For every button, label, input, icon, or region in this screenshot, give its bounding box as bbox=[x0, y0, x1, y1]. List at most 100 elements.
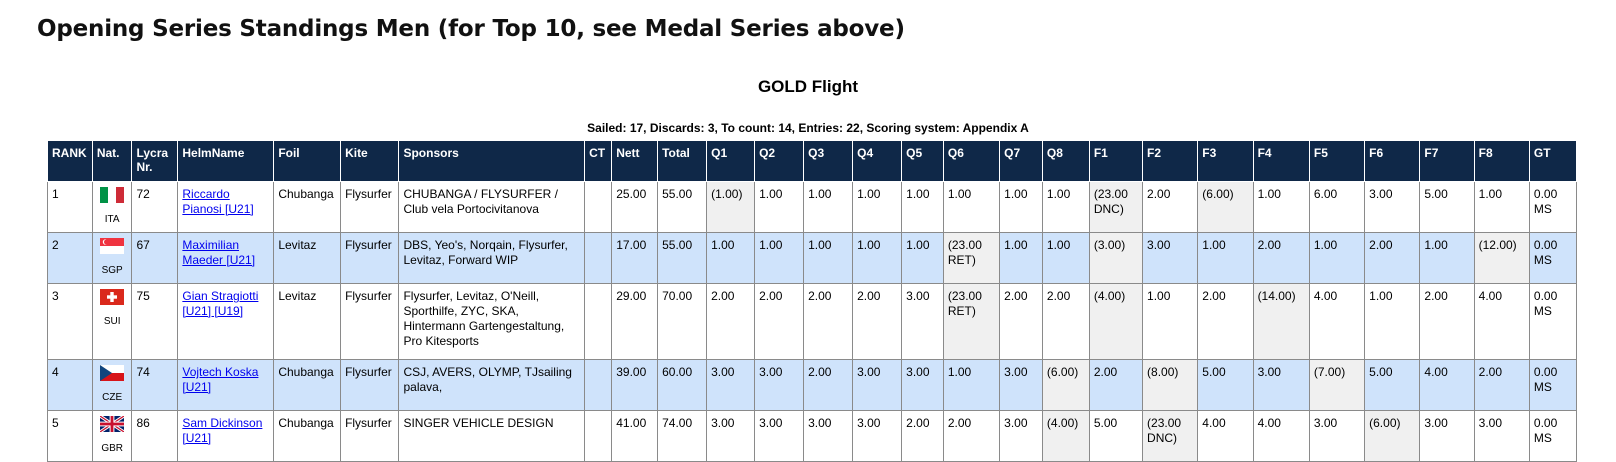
race-score-cell: 2.00 bbox=[942, 410, 1001, 462]
column-header-f8: F8 bbox=[1473, 140, 1530, 182]
race-score-cell: 4.00 bbox=[1473, 283, 1530, 360]
race-score-cell: 2.00 bbox=[1473, 359, 1530, 411]
column-header-nett: Nett bbox=[611, 140, 659, 182]
race-score-cell: 3.00 bbox=[1142, 232, 1199, 284]
gt-cell: 0.00 MS bbox=[1528, 410, 1578, 462]
singapore-flag-icon bbox=[99, 238, 125, 256]
italy-flag-icon bbox=[99, 187, 125, 205]
race-score-cell: 1.00 bbox=[1041, 232, 1090, 284]
race-score-cell: 1.00 bbox=[999, 232, 1043, 284]
nation-code: SUI bbox=[103, 316, 121, 327]
helm-name-link[interactable]: Gian Stragiotti [U21] [U19] bbox=[182, 289, 259, 318]
helm-name-link[interactable]: Sam Dickinson [U21] bbox=[182, 416, 263, 445]
table-row: 4 CZE 74 Vojtech Koska [U21] Chubanga Flysurf… bbox=[47, 359, 1578, 411]
table-row: 5 GBR 86 Sam Dickinson [U21] Chubanga Flysurf… bbox=[47, 410, 1578, 462]
race-score-cell: 2.00 bbox=[1041, 283, 1090, 360]
switzerland-flag-icon bbox=[99, 289, 125, 307]
helm-name-link[interactable]: Riccardo Pianosi [U21] bbox=[182, 187, 254, 216]
race-score-cell: 3.00 bbox=[754, 359, 805, 411]
helm-name-cell: Riccardo Pianosi [U21] bbox=[177, 181, 275, 233]
helm-name-cell: Vojtech Koska [U21] bbox=[177, 359, 275, 411]
race-score-cell: (6.00) bbox=[1041, 359, 1090, 411]
lycra-number-cell: 86 bbox=[131, 410, 179, 462]
race-score-cell: 1.00 bbox=[1419, 232, 1475, 284]
race-score-cell: 3.00 bbox=[706, 410, 756, 462]
race-score-cell: 1.00 bbox=[1364, 283, 1421, 360]
nett-cell: 41.00 bbox=[611, 410, 659, 462]
race-score-cell: 1.00 bbox=[852, 232, 903, 284]
race-score-cell: 2.00 bbox=[803, 359, 854, 411]
nation-cell: GBR bbox=[91, 410, 133, 462]
nation-cell: ITA bbox=[91, 181, 133, 233]
race-score-cell: 2.00 bbox=[1088, 359, 1144, 411]
column-header-nat: Nat. bbox=[91, 140, 133, 182]
race-score-cell: 3.00 bbox=[1364, 181, 1421, 233]
race-score-cell: 2.00 bbox=[1364, 232, 1421, 284]
race-score-cell: 3.00 bbox=[852, 359, 903, 411]
total-cell: 74.00 bbox=[657, 410, 708, 462]
kite-cell: Flysurfer bbox=[340, 283, 400, 360]
sponsors-cell: CHUBANGA / FLYSURFER / Club vela Portoci… bbox=[398, 181, 586, 233]
race-score-cell: 1.00 bbox=[754, 181, 805, 233]
race-score-cell: 1.00 bbox=[942, 359, 1001, 411]
helm-name-link[interactable]: Vojtech Koska [U21] bbox=[182, 365, 259, 394]
nation-cell: CZE bbox=[91, 359, 133, 411]
race-score-cell: 6.00 bbox=[1308, 181, 1366, 233]
gt-cell: 0.00 MS bbox=[1528, 181, 1578, 233]
column-header-q3: Q3 bbox=[803, 140, 854, 182]
foil-cell: Levitaz bbox=[273, 232, 342, 284]
rank-cell: 5 bbox=[47, 410, 93, 462]
column-header-f3: F3 bbox=[1197, 140, 1254, 182]
race-score-cell: 1.00 bbox=[1197, 232, 1254, 284]
race-score-cell: 3.00 bbox=[852, 410, 903, 462]
foil-cell: Chubanga bbox=[273, 410, 342, 462]
race-score-cell: 1.00 bbox=[1252, 181, 1310, 233]
race-score-cell: 2.00 bbox=[852, 283, 903, 360]
race-score-cell: 2.00 bbox=[803, 283, 854, 360]
race-score-cell: 4.00 bbox=[1197, 410, 1254, 462]
race-score-cell: 3.00 bbox=[901, 359, 944, 411]
uk-flag-icon bbox=[99, 414, 126, 434]
column-header-foil: Foil bbox=[273, 140, 342, 182]
race-score-cell: (8.00) bbox=[1142, 359, 1199, 411]
race-score-cell: 1.00 bbox=[901, 181, 944, 233]
race-score-cell: 2.00 bbox=[1197, 283, 1254, 360]
column-header-q1: Q1 bbox=[706, 140, 756, 182]
race-score-cell: 1.00 bbox=[754, 232, 805, 284]
ct-cell bbox=[584, 232, 613, 284]
race-score-cell: (14.00) bbox=[1252, 283, 1310, 360]
race-score-cell: (4.00) bbox=[1088, 283, 1144, 360]
race-score-cell: 4.00 bbox=[1308, 283, 1366, 360]
race-score-cell: 1.00 bbox=[901, 232, 944, 284]
rank-cell: 4 bbox=[47, 359, 93, 411]
nation-code: SGP bbox=[101, 265, 123, 276]
race-score-cell: (23.00 RET) bbox=[942, 283, 1001, 360]
ct-cell bbox=[584, 410, 613, 462]
foil-cell: Chubanga bbox=[273, 181, 342, 233]
ct-cell bbox=[584, 181, 613, 233]
nation-code: GBR bbox=[101, 443, 123, 454]
helm-name-link[interactable]: Maximilian Maeder [U21] bbox=[182, 238, 256, 267]
kite-cell: Flysurfer bbox=[340, 410, 400, 462]
nett-cell: 29.00 bbox=[611, 283, 659, 360]
sponsors-cell: SINGER VEHICLE DESIGN bbox=[398, 410, 586, 462]
race-score-cell: 3.00 bbox=[999, 410, 1043, 462]
column-header-ct: CT bbox=[584, 140, 613, 182]
column-header-q6: Q6 bbox=[942, 140, 1001, 182]
lycra-number-cell: 74 bbox=[131, 359, 179, 411]
rank-cell: 3 bbox=[47, 283, 93, 360]
race-score-cell: 1.00 bbox=[706, 232, 756, 284]
page: Opening Series Standings Men (for Top 10… bbox=[37, 16, 1578, 462]
ct-cell bbox=[584, 283, 613, 360]
gt-cell: 0.00 MS bbox=[1528, 359, 1578, 411]
race-score-cell: 1.00 bbox=[1041, 181, 1090, 233]
column-header-f6: F6 bbox=[1364, 140, 1421, 182]
race-score-cell: 4.00 bbox=[1419, 359, 1475, 411]
flight-title: GOLD Flight bbox=[757, 77, 859, 96]
column-header-f7: F7 bbox=[1419, 140, 1475, 182]
total-cell: 60.00 bbox=[657, 359, 708, 411]
series-summary: Sailed: 17, Discards: 3, To count: 14, E… bbox=[587, 121, 1029, 135]
helm-name-cell: Sam Dickinson [U21] bbox=[177, 410, 275, 462]
race-score-cell: (12.00) bbox=[1473, 232, 1530, 284]
kite-cell: Flysurfer bbox=[340, 181, 400, 233]
